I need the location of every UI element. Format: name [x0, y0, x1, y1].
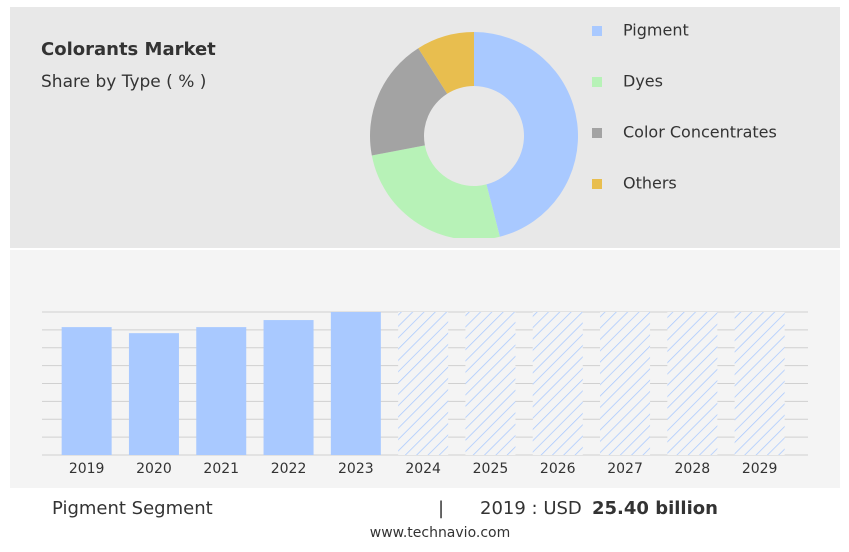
- value-label: 25.40 billion: [592, 498, 718, 519]
- chart-subtitle: Share by Type ( % ): [41, 72, 206, 92]
- x-tick-label: 2028: [675, 461, 711, 477]
- bar: [128, 333, 179, 455]
- bar: [330, 312, 381, 455]
- x-tick-label: 2023: [338, 461, 374, 477]
- chart-title: Colorants Market: [41, 39, 216, 60]
- donut-slice: [418, 32, 474, 94]
- legend-label: Color Concentrates: [623, 123, 777, 142]
- x-tick-label: 2025: [473, 461, 509, 477]
- legend: Pigment Dyes Color Concentrates Others: [592, 21, 777, 193]
- source: www.technavio.com: [370, 525, 511, 541]
- legend-swatch: [592, 77, 602, 87]
- x-tick-label: 2026: [540, 461, 576, 477]
- forecast-placeholder: [734, 312, 785, 455]
- donut-slice: [474, 32, 579, 237]
- legend-label: Dyes: [623, 72, 663, 91]
- donut-slice: [370, 48, 448, 156]
- year-label: 2019 : USD: [480, 498, 582, 519]
- bar: [61, 327, 112, 455]
- bar-chart: 2019 2020 2021 2022 2023 2024 2025 2026 2027 2028…: [42, 311, 808, 477]
- x-tick-label: 2020: [136, 461, 172, 477]
- legend-swatch: [592, 26, 602, 36]
- legend-swatch: [592, 179, 602, 189]
- forecast-placeholder: [465, 312, 516, 455]
- bar: [263, 320, 314, 455]
- donut-slice: [371, 145, 500, 238]
- bar: [196, 327, 247, 455]
- separator: |: [438, 498, 444, 519]
- forecast-placeholder: [600, 312, 651, 455]
- segment-label: Pigment Segment: [52, 498, 213, 519]
- x-tick-label: 2021: [203, 461, 239, 477]
- x-tick-label: 2022: [271, 461, 307, 477]
- x-tick-label: 2024: [405, 461, 441, 477]
- x-tick-label: 2019: [69, 461, 105, 477]
- donut: [370, 32, 579, 238]
- legend-label: Pigment: [623, 21, 689, 40]
- legend-label: Others: [623, 174, 677, 193]
- legend-swatch: [592, 128, 602, 138]
- x-tick-label: 2027: [607, 461, 643, 477]
- forecast-placeholder: [532, 312, 583, 455]
- x-tick-label: 2029: [742, 461, 778, 477]
- forecast-placeholder: [398, 312, 449, 455]
- forecast-placeholder: [667, 312, 718, 455]
